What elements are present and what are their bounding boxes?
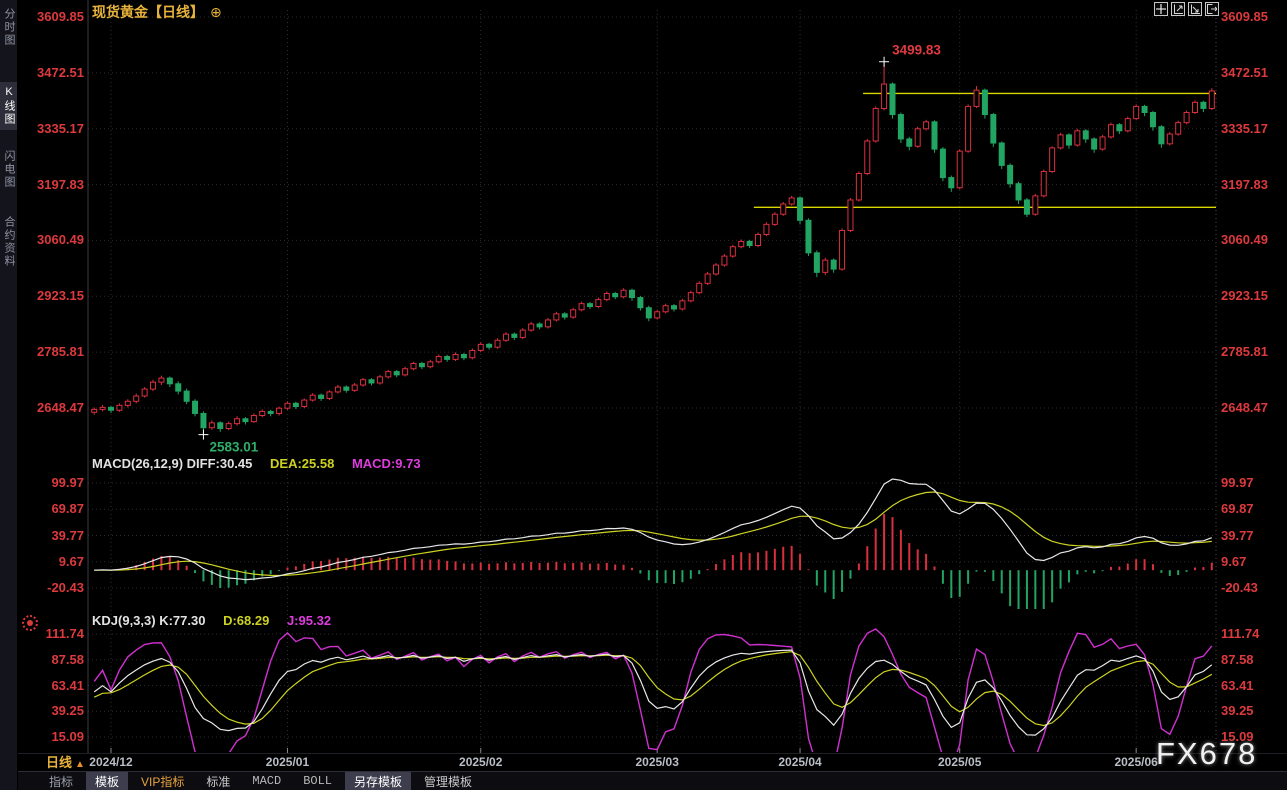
macd-panel-header: MACD(26,12,9) DIFF:30.45 DEA:25.58 MACD:… bbox=[92, 456, 421, 471]
kdj-j-value: J:95.32 bbox=[286, 613, 332, 628]
x-axis-label: 2025/05 bbox=[938, 755, 982, 769]
toolbar-item-macd[interactable]: MACD bbox=[252, 774, 282, 788]
toolbar-item-standard[interactable]: 标准 bbox=[206, 774, 231, 789]
macd-dea-value: DEA:25.58 bbox=[270, 456, 335, 471]
zoom-x-axis-icon[interactable] bbox=[1171, 2, 1185, 16]
sidebar-item-time-chart[interactable]: 分时图 bbox=[3, 8, 15, 47]
macd-value: MACD:9.73 bbox=[351, 456, 421, 471]
chart-title: 现货黄金【日线】 ⊕ bbox=[92, 2, 222, 22]
toolbar-item-save-template[interactable]: 另存模板 bbox=[345, 771, 412, 790]
x-axis-label: 2025/06 bbox=[1114, 755, 1158, 769]
zoom-y-axis-icon[interactable] bbox=[1188, 2, 1202, 16]
svg-text:2583.01: 2583.01 bbox=[209, 440, 258, 455]
x-axis-label: 2024/12 bbox=[89, 755, 133, 769]
chart-tool-icons bbox=[1154, 2, 1219, 16]
kdj-k-value: KDJ(9,3,3) K:77.30 bbox=[92, 613, 206, 628]
chevron-up-icon: ▲ bbox=[75, 759, 85, 770]
x-axis-label: 2025/03 bbox=[635, 755, 679, 769]
indicator-settings-icon[interactable] bbox=[22, 615, 38, 631]
kdj-d-value: D:68.29 bbox=[223, 613, 270, 628]
x-axis-label: 2025/01 bbox=[265, 755, 310, 769]
toolbar-item-vip-indicators[interactable]: VIP指标 bbox=[141, 774, 185, 789]
sidebar-item-kline-chart[interactable]: K线图 bbox=[0, 82, 17, 130]
pan-icon[interactable] bbox=[1154, 2, 1168, 16]
instrument-title: 现货黄金【日线】 bbox=[92, 4, 204, 20]
circle-plus-icon[interactable]: ⊕ bbox=[210, 4, 222, 20]
chart-type-sidebar: 分时图 K线图 闪电图 合约资料 bbox=[0, 0, 18, 790]
toolbar-item-templates[interactable]: 模板 bbox=[86, 771, 129, 790]
kdj-panel-header: KDJ(9,3,3) K:77.30 D:68.29 J:95.32 bbox=[92, 613, 331, 628]
toolbar-item-boll[interactable]: BOLL bbox=[303, 774, 333, 788]
sidebar-item-contract-info[interactable]: 合约资料 bbox=[3, 216, 15, 268]
x-axis-row: 日线 ▲ 2024/12 2025/01 2025/02 2025/03 2025/04 2… bbox=[18, 753, 1287, 772]
svg-text:3499.83: 3499.83 bbox=[892, 43, 941, 58]
period-label: 日线 bbox=[46, 755, 73, 770]
toolbar-item-manage-templates[interactable]: 管理模板 bbox=[424, 774, 473, 789]
period-selector[interactable]: 日线 ▲ bbox=[40, 754, 91, 772]
x-axis-label: 2025/02 bbox=[459, 755, 503, 769]
bottom-toolbar: 指标 模板 VIP指标 标准 MACD BOLL 另存模板 管理模板 bbox=[18, 771, 1287, 790]
macd-diff-value: MACD(26,12,9) DIFF:30.45 bbox=[92, 456, 253, 471]
toolbar-item-indicators[interactable]: 指标 bbox=[49, 774, 74, 789]
sidebar-item-lightning-chart[interactable]: 闪电图 bbox=[3, 150, 15, 189]
exit-chart-icon[interactable] bbox=[1205, 2, 1219, 16]
x-axis-label: 2025/04 bbox=[778, 755, 822, 769]
